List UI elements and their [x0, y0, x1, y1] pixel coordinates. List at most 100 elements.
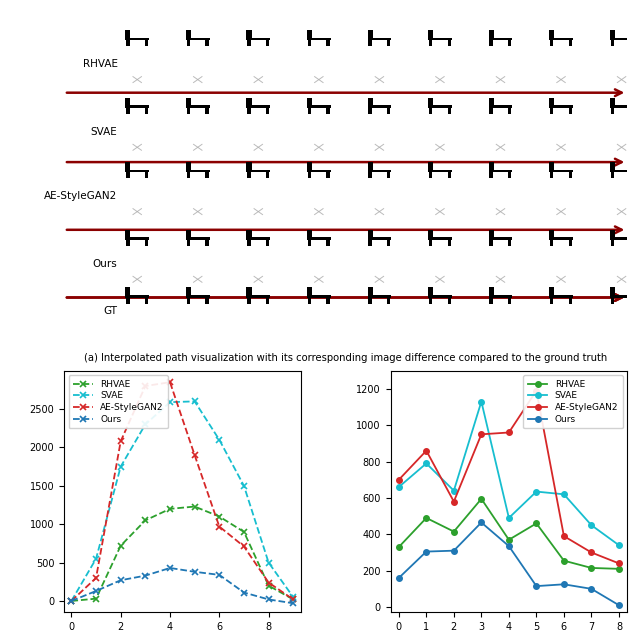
Polygon shape: [568, 40, 572, 47]
Polygon shape: [610, 98, 615, 105]
Polygon shape: [307, 105, 331, 108]
Ours: [422, 548, 430, 556]
Polygon shape: [490, 172, 493, 179]
Polygon shape: [246, 237, 270, 240]
AE-StyleGAN2: [615, 560, 623, 567]
Polygon shape: [611, 40, 614, 47]
Polygon shape: [126, 240, 130, 246]
Polygon shape: [447, 297, 451, 304]
Polygon shape: [367, 98, 372, 105]
Polygon shape: [610, 295, 634, 297]
Polygon shape: [369, 172, 372, 179]
SVAE: [141, 420, 149, 428]
SVAE: [450, 487, 458, 494]
Polygon shape: [326, 108, 330, 114]
Polygon shape: [428, 98, 433, 105]
Polygon shape: [489, 30, 493, 38]
Polygon shape: [629, 108, 632, 114]
Polygon shape: [429, 240, 433, 246]
Polygon shape: [489, 98, 493, 105]
RHVAE: [240, 528, 248, 536]
Polygon shape: [568, 297, 572, 304]
Polygon shape: [508, 40, 511, 47]
Ours: [92, 587, 100, 595]
Polygon shape: [429, 108, 433, 114]
Polygon shape: [307, 295, 331, 297]
Polygon shape: [549, 237, 573, 240]
Polygon shape: [611, 240, 614, 246]
Polygon shape: [125, 230, 131, 237]
Polygon shape: [266, 240, 269, 246]
Polygon shape: [489, 38, 512, 40]
RHVAE: [191, 503, 198, 510]
Polygon shape: [307, 287, 312, 295]
Polygon shape: [508, 240, 511, 246]
Polygon shape: [367, 30, 372, 38]
RHVAE: [588, 564, 595, 572]
Polygon shape: [367, 105, 391, 108]
Polygon shape: [308, 240, 311, 246]
RHVAE: [615, 565, 623, 573]
Polygon shape: [307, 162, 312, 170]
Polygon shape: [429, 297, 433, 304]
Polygon shape: [549, 98, 554, 105]
Polygon shape: [126, 40, 130, 47]
Polygon shape: [428, 38, 452, 40]
Polygon shape: [447, 172, 451, 179]
Polygon shape: [611, 172, 614, 179]
Polygon shape: [428, 287, 433, 295]
Line: Ours: Ours: [396, 520, 621, 608]
Ours: [216, 571, 223, 579]
SVAE: [588, 521, 595, 529]
RHVAE: [422, 514, 430, 522]
AE-StyleGAN2: [92, 574, 100, 582]
Polygon shape: [549, 230, 554, 237]
Polygon shape: [489, 105, 512, 108]
Ours: [532, 582, 540, 590]
AE-StyleGAN2: [68, 597, 76, 605]
SVAE: [289, 593, 297, 601]
Ours: [68, 597, 76, 605]
AE-StyleGAN2: [191, 451, 198, 459]
Polygon shape: [550, 40, 554, 47]
Polygon shape: [611, 108, 614, 114]
Polygon shape: [246, 170, 270, 172]
Polygon shape: [489, 295, 512, 297]
Polygon shape: [490, 108, 493, 114]
Polygon shape: [187, 40, 190, 47]
SVAE: [191, 397, 198, 405]
Polygon shape: [125, 38, 149, 40]
Polygon shape: [246, 230, 252, 237]
Polygon shape: [568, 240, 572, 246]
Line: RHVAE: RHVAE: [396, 496, 621, 572]
Polygon shape: [447, 40, 451, 47]
AE-StyleGAN2: [505, 429, 513, 436]
Polygon shape: [367, 237, 391, 240]
Line: AE-StyleGAN2: AE-StyleGAN2: [68, 379, 297, 604]
Polygon shape: [307, 237, 331, 240]
Polygon shape: [247, 172, 251, 179]
Polygon shape: [246, 105, 270, 108]
Polygon shape: [205, 108, 209, 114]
Polygon shape: [186, 30, 191, 38]
Polygon shape: [610, 230, 615, 237]
Polygon shape: [387, 172, 390, 179]
Polygon shape: [447, 240, 451, 246]
Polygon shape: [187, 108, 190, 114]
Polygon shape: [550, 240, 554, 246]
Ours: [166, 564, 174, 572]
Polygon shape: [610, 30, 615, 38]
Legend: RHVAE, SVAE, AE-StyleGAN2, Ours: RHVAE, SVAE, AE-StyleGAN2, Ours: [68, 375, 168, 428]
Polygon shape: [629, 240, 632, 246]
SVAE: [68, 597, 76, 605]
SVAE: [532, 488, 540, 496]
Polygon shape: [125, 105, 149, 108]
Polygon shape: [550, 172, 554, 179]
Polygon shape: [490, 40, 493, 47]
Polygon shape: [308, 297, 311, 304]
RHVAE: [117, 542, 125, 549]
Polygon shape: [489, 230, 493, 237]
SVAE: [216, 436, 223, 443]
Polygon shape: [326, 297, 330, 304]
Ours: [588, 585, 595, 593]
